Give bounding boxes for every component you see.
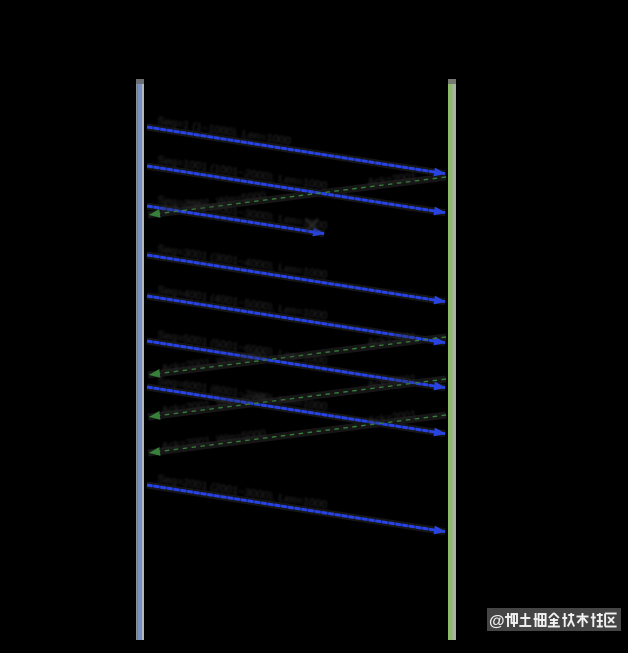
svg-text:@: @: [489, 613, 505, 630]
